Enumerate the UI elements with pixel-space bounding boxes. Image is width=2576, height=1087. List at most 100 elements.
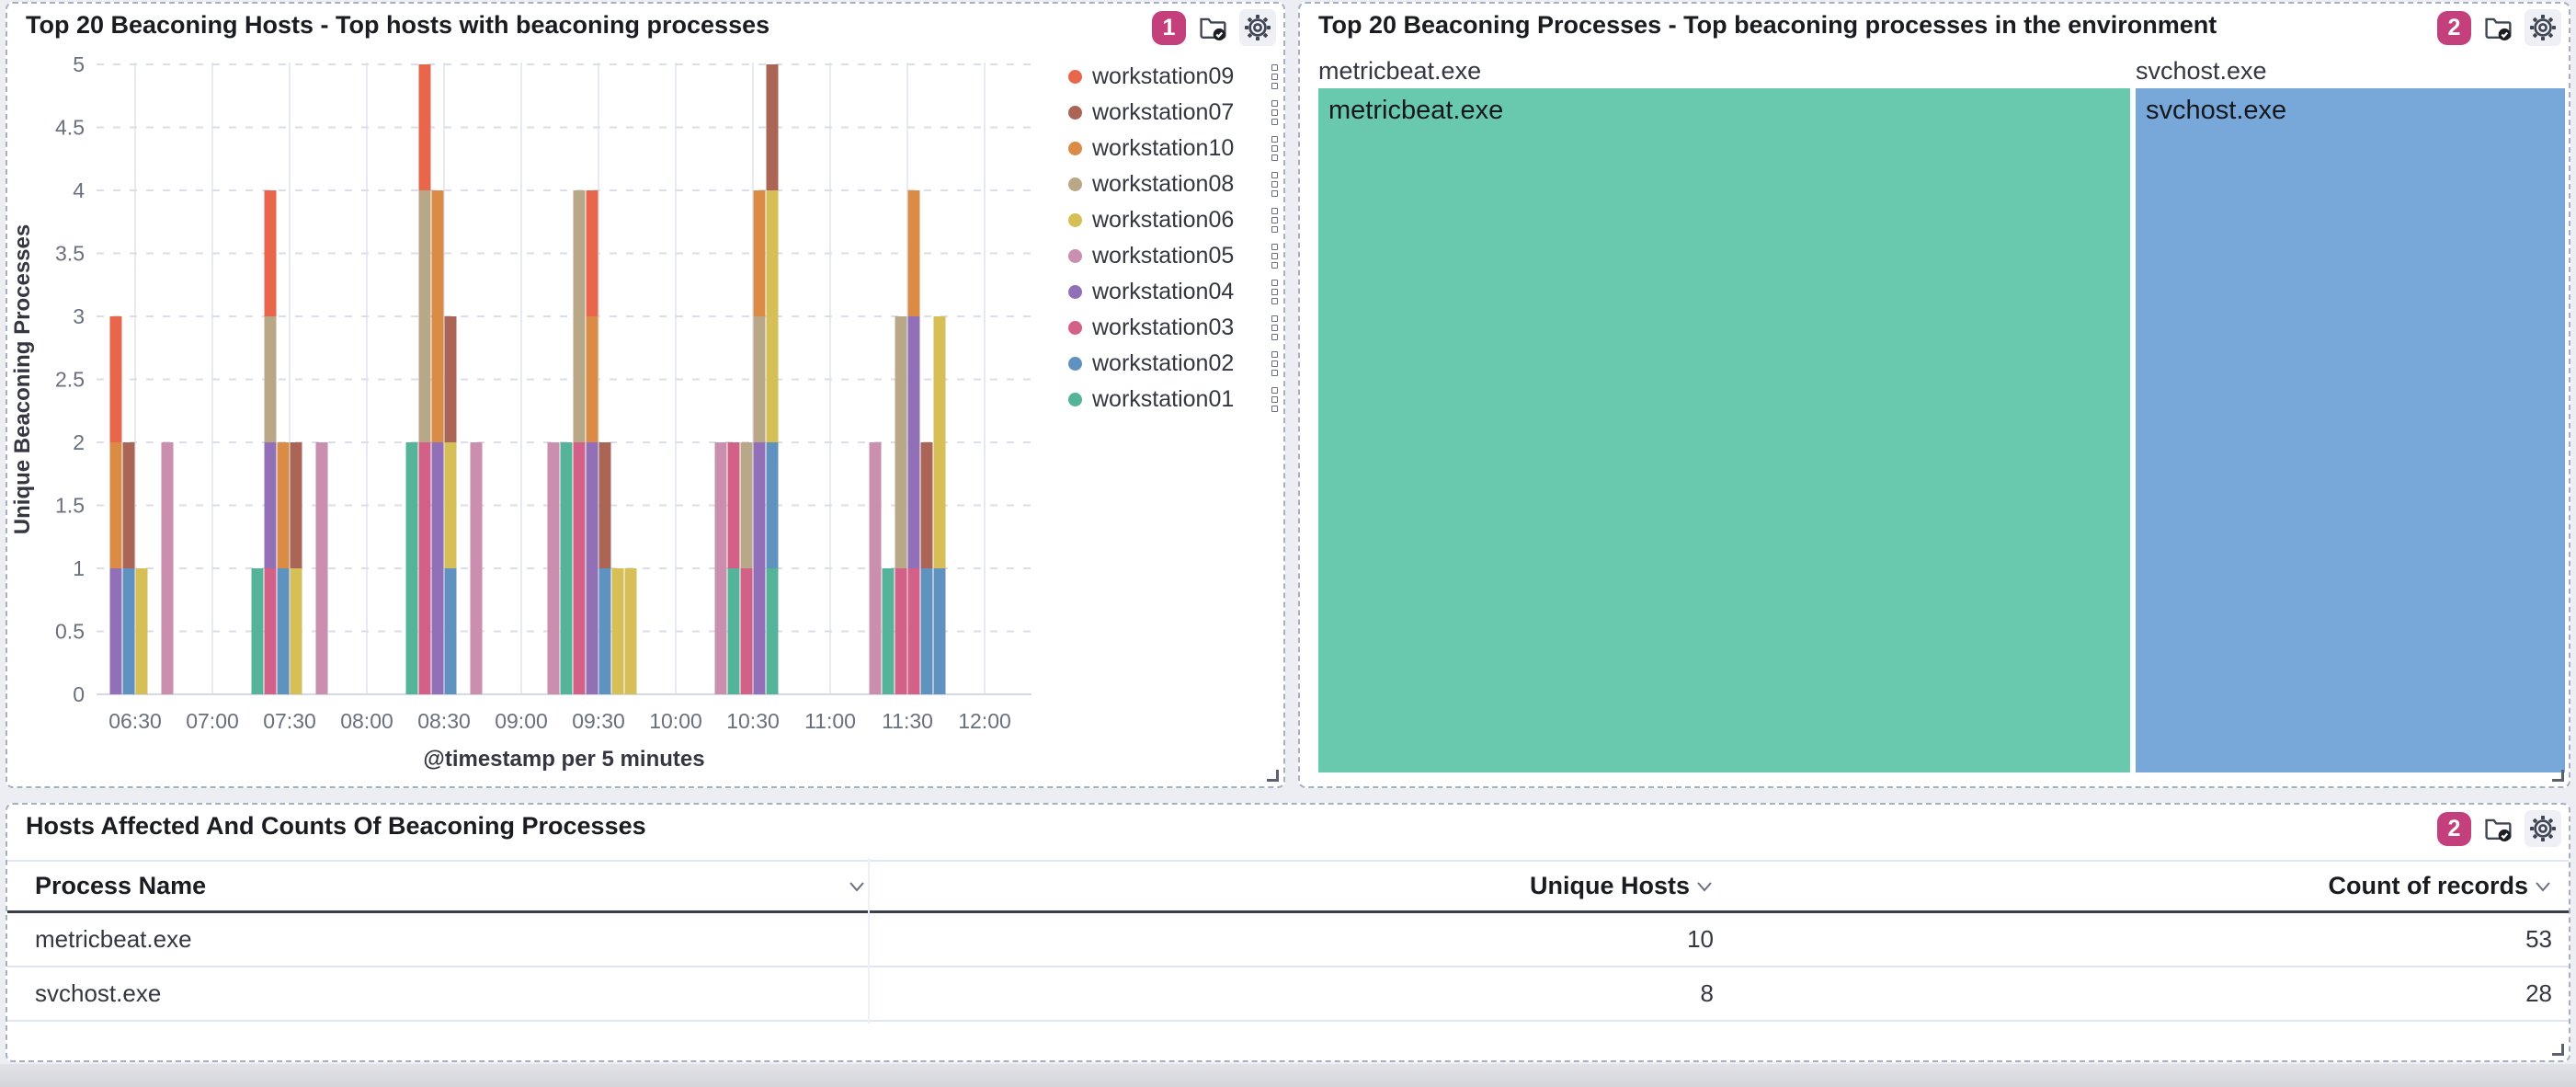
treemap-tile-svchost-exe[interactable]: svchost.exe (2136, 88, 2565, 772)
legend-actions-icon[interactable] (1271, 64, 1282, 89)
legend-label[interactable]: workstation06 (1092, 207, 1235, 233)
bar-segment-workstation03[interactable] (573, 442, 586, 694)
bar-segment-workstation10[interactable] (586, 316, 598, 442)
bar-segment-workstation02[interactable] (920, 568, 933, 694)
legend-item-workstation09[interactable]: workstation09 (1068, 59, 1282, 95)
bar-segment-workstation01[interactable] (766, 568, 779, 694)
bar-segment-workstation06[interactable] (624, 568, 637, 694)
bar-segment-workstation08[interactable] (895, 316, 907, 568)
bar-segment-workstation01[interactable] (882, 568, 895, 694)
legend-actions-icon[interactable] (1271, 244, 1282, 269)
bar-segment-workstation07[interactable] (290, 442, 302, 568)
legend-label[interactable]: workstation01 (1092, 386, 1235, 412)
filter-count-badge[interactable]: 1 (1152, 10, 1186, 45)
bar-segment-workstation01[interactable] (727, 568, 740, 694)
legend-label[interactable]: workstation10 (1092, 135, 1235, 161)
bar-segment-workstation05[interactable] (470, 442, 483, 694)
bar-segment-workstation07[interactable] (920, 442, 933, 568)
bar-segment-workstation03[interactable] (740, 568, 753, 694)
folder-check-icon[interactable] (2479, 810, 2516, 847)
filter-count-badge[interactable]: 2 (2437, 10, 2471, 45)
legend-actions-icon[interactable] (1271, 172, 1282, 197)
bar-segment-workstation04[interactable] (264, 442, 277, 568)
legend-actions-icon[interactable] (1271, 100, 1282, 125)
gear-icon[interactable] (2525, 810, 2561, 847)
bar-segment-workstation02[interactable] (933, 568, 946, 694)
bar-segment-workstation09[interactable] (418, 64, 431, 190)
filter-count-badge[interactable]: 2 (2437, 811, 2471, 846)
bar-segment-workstation04[interactable] (109, 568, 122, 694)
legend-item-workstation04[interactable]: workstation04 (1068, 274, 1282, 310)
legend-actions-icon[interactable] (1271, 208, 1282, 233)
bar-segment-workstation10[interactable] (109, 442, 122, 568)
legend-item-workstation01[interactable]: workstation01 (1068, 382, 1282, 418)
legend-label[interactable]: workstation09 (1092, 63, 1235, 89)
legend-item-workstation08[interactable]: workstation08 (1068, 166, 1282, 202)
bar-segment-workstation05[interactable] (869, 442, 882, 694)
legend-item-workstation10[interactable]: workstation10 (1068, 131, 1282, 166)
legend-item-workstation03[interactable]: workstation03 (1068, 310, 1282, 346)
panel-title-beaconing-processes[interactable]: Top 20 Beaconing Processes - Top beaconi… (1318, 11, 2217, 39)
legend-actions-icon[interactable] (1271, 136, 1282, 161)
bar-segment-workstation01[interactable] (251, 568, 264, 694)
bar-segment-workstation06[interactable] (290, 568, 302, 694)
bar-segment-workstation02[interactable] (122, 568, 135, 694)
legend-item-workstation02[interactable]: workstation02 (1068, 346, 1282, 382)
bar-segment-workstation02[interactable] (598, 568, 611, 694)
bar-segment-workstation10[interactable] (277, 442, 290, 568)
treemap-tile-metricbeat-exe[interactable]: metricbeat.exe (1318, 88, 2130, 772)
bar-segment-workstation03[interactable] (418, 442, 431, 694)
legend-actions-icon[interactable] (1271, 387, 1282, 412)
bar-segment-workstation04[interactable] (907, 316, 920, 568)
panel-resize-handle[interactable] (2552, 770, 2564, 782)
bar-segment-workstation01[interactable] (560, 442, 573, 694)
bar-segment-workstation08[interactable] (264, 316, 277, 442)
legend-item-workstation07[interactable]: workstation07 (1068, 95, 1282, 131)
bar-segment-workstation04[interactable] (431, 442, 444, 694)
bar-segment-workstation04[interactable] (586, 442, 598, 694)
bar-segment-workstation07[interactable] (122, 442, 135, 568)
bar-segment-workstation10[interactable] (907, 190, 920, 316)
folder-check-icon[interactable] (2479, 9, 2516, 46)
chevron-down-icon[interactable] (2534, 880, 2552, 893)
bar-segment-workstation06[interactable] (135, 568, 148, 694)
bar-segment-workstation06[interactable] (611, 568, 624, 694)
panel-title-beaconing-hosts[interactable]: Top 20 Beaconing Hosts - Top hosts with … (26, 11, 770, 39)
bar-segment-workstation02[interactable] (766, 442, 779, 568)
panel-resize-handle[interactable] (2552, 1044, 2564, 1056)
chevron-down-icon[interactable] (848, 880, 866, 893)
legend-item-workstation05[interactable]: workstation05 (1068, 238, 1282, 274)
bar-segment-workstation10[interactable] (431, 190, 444, 442)
legend-label[interactable]: workstation04 (1092, 279, 1235, 304)
bar-segment-workstation08[interactable] (573, 190, 586, 442)
bar-segment-workstation05[interactable] (315, 442, 328, 694)
panel-resize-handle[interactable] (1267, 770, 1279, 782)
bar-segment-workstation05[interactable] (547, 442, 560, 694)
bar-segment-workstation01[interactable] (405, 442, 418, 694)
bar-segment-workstation07[interactable] (444, 316, 457, 442)
bar-segment-workstation04[interactable] (753, 442, 766, 694)
folder-check-icon[interactable] (1194, 9, 1231, 46)
legend-label[interactable]: workstation07 (1092, 99, 1235, 125)
legend-label[interactable]: workstation02 (1092, 350, 1235, 376)
legend-item-workstation06[interactable]: workstation06 (1068, 202, 1282, 238)
column-header-unique-hosts[interactable]: Unique Hosts (866, 872, 1725, 900)
bar-segment-workstation08[interactable] (418, 190, 431, 442)
bar-segment-workstation02[interactable] (277, 568, 290, 694)
column-header-process-name[interactable]: Process Name (7, 872, 866, 900)
bar-segment-workstation09[interactable] (109, 316, 122, 442)
legend-label[interactable]: workstation05 (1092, 243, 1235, 269)
panel-title-hosts-affected[interactable]: Hosts Affected And Counts Of Beaconing P… (26, 812, 646, 840)
bar-segment-workstation10[interactable] (753, 190, 766, 316)
bar-segment-workstation07[interactable] (598, 442, 611, 568)
chevron-down-icon[interactable] (1695, 880, 1714, 893)
bar-segment-workstation06[interactable] (766, 190, 779, 442)
bar-segment-workstation09[interactable] (264, 190, 277, 316)
legend-actions-icon[interactable] (1271, 315, 1282, 340)
bar-segment-workstation05[interactable] (161, 442, 174, 694)
legend-label[interactable]: workstation03 (1092, 315, 1235, 340)
bar-segment-workstation03[interactable] (264, 568, 277, 694)
legend-label[interactable]: workstation08 (1092, 171, 1235, 197)
bar-segment-workstation08[interactable] (740, 442, 753, 568)
bar-segment-workstation02[interactable] (444, 568, 457, 694)
